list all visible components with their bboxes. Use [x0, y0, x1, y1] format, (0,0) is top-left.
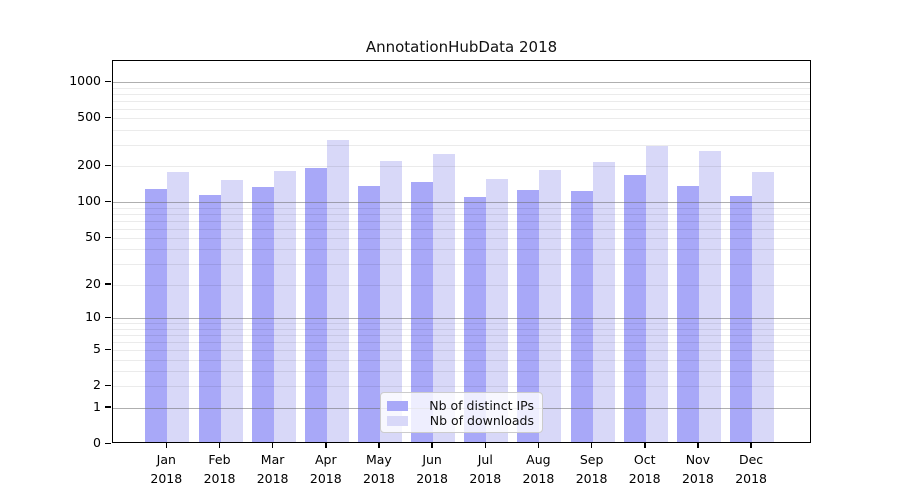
- bar-distinct-ips-aug: [517, 190, 540, 442]
- bar-distinct-ips-dec: [730, 195, 753, 442]
- bar-downloads-mar: [273, 171, 296, 442]
- x-tick-label-oct: Oct 2018: [628, 452, 661, 486]
- legend-swatch-distinct-ips: [387, 400, 408, 411]
- x-tick-mark: [750, 443, 752, 448]
- x-tick-label-sep: Sep 2018: [575, 452, 608, 486]
- y-tick-mark: [105, 200, 111, 203]
- y-tick-mark: [105, 406, 111, 408]
- bar-distinct-ips-mar: [251, 186, 274, 442]
- legend-item-downloads: Nb of downloads: [387, 413, 534, 428]
- y-tick-label: 2: [93, 377, 101, 393]
- bar-downloads-aug: [539, 169, 562, 442]
- x-tick-label-jul: Jul 2018: [469, 452, 502, 486]
- legend-label-distinct-ips: Nb of distinct IPs: [429, 398, 534, 413]
- y-tick-mark: [105, 442, 111, 444]
- bar-downloads-jul: [486, 179, 509, 442]
- bar-downloads-oct: [645, 146, 668, 442]
- bar-distinct-ips-jun: [411, 181, 434, 442]
- x-tick-mark: [697, 443, 699, 448]
- y-tick-mark: [105, 384, 111, 387]
- bar-downloads-feb: [220, 179, 243, 442]
- x-tick-label-aug: Aug 2018: [522, 452, 555, 486]
- x-tick-label-feb: Feb 2018: [203, 452, 236, 486]
- x-tick-mark: [537, 443, 540, 448]
- legend-item-distinct-ips: Nb of distinct IPs: [387, 398, 534, 413]
- x-tick-mark: [218, 443, 221, 448]
- bar-distinct-ips-nov: [676, 186, 699, 442]
- bar-distinct-ips-sep: [570, 190, 593, 442]
- y-tick-mark: [105, 164, 111, 167]
- x-tick-label-dec: Dec 2018: [735, 452, 767, 486]
- plot-area: Nb of distinct IPs Nb of downloads: [112, 60, 811, 443]
- bar-downloads-dec: [752, 172, 775, 442]
- legend-swatch-downloads: [387, 415, 408, 426]
- x-tick-mark: [484, 443, 486, 448]
- bar-downloads-apr: [326, 139, 349, 442]
- y-tick-mark: [105, 283, 111, 285]
- x-tick-mark: [378, 443, 380, 448]
- x-tick-mark: [165, 443, 168, 448]
- x-tick-mark: [271, 443, 274, 448]
- bar-distinct-ips-jan: [145, 188, 168, 442]
- x-tick-label-apr: Apr 2018: [309, 452, 342, 486]
- y-tick-label: 1: [93, 398, 101, 414]
- bar-distinct-ips-jul: [464, 197, 487, 442]
- legend: Nb of distinct IPs Nb of downloads: [380, 392, 543, 433]
- x-tick-label-mar: Mar 2018: [256, 452, 289, 486]
- bar-downloads-may: [379, 160, 402, 442]
- bars-layer: [113, 61, 810, 442]
- y-tick-mark: [105, 316, 111, 319]
- bar-downloads-sep: [592, 162, 615, 442]
- y-tick-label: 1000: [69, 73, 101, 88]
- y-tick-label: 20: [85, 275, 101, 291]
- legend-label-downloads: Nb of downloads: [429, 413, 534, 428]
- bar-distinct-ips-oct: [623, 174, 646, 442]
- bar-downloads-jan: [167, 172, 190, 442]
- x-tick-mark: [644, 443, 646, 448]
- y-tick-label: 10: [85, 309, 101, 325]
- y-tick-mark: [105, 80, 111, 82]
- bar-downloads-nov: [698, 151, 721, 442]
- bar-distinct-ips-apr: [304, 167, 327, 442]
- x-tick-mark: [590, 443, 593, 448]
- x-tick-label-nov: Nov 2018: [681, 452, 714, 486]
- y-tick-mark: [105, 348, 111, 351]
- y-tick-mark: [105, 236, 111, 238]
- y-tick-label: 50: [85, 229, 101, 244]
- y-tick-label: 200: [77, 157, 101, 173]
- x-tick-mark: [431, 443, 433, 448]
- bar-distinct-ips-feb: [198, 195, 221, 442]
- x-tick-mark: [325, 443, 327, 448]
- x-tick-label-may: May 2018: [362, 452, 395, 486]
- y-tick-mark: [105, 116, 111, 119]
- x-tick-label-jan: Jan 2018: [150, 452, 183, 486]
- y-tick-label: 100: [77, 193, 101, 209]
- x-tick-label-jun: Jun 2018: [416, 452, 448, 486]
- y-tick-label: 0: [93, 435, 101, 450]
- bar-distinct-ips-may: [357, 186, 380, 442]
- y-tick-label: 5: [93, 341, 101, 357]
- chart-title: AnnotationHubData 2018: [365, 38, 558, 56]
- y-tick-label: 500: [77, 109, 101, 125]
- bar-downloads-jun: [433, 153, 456, 442]
